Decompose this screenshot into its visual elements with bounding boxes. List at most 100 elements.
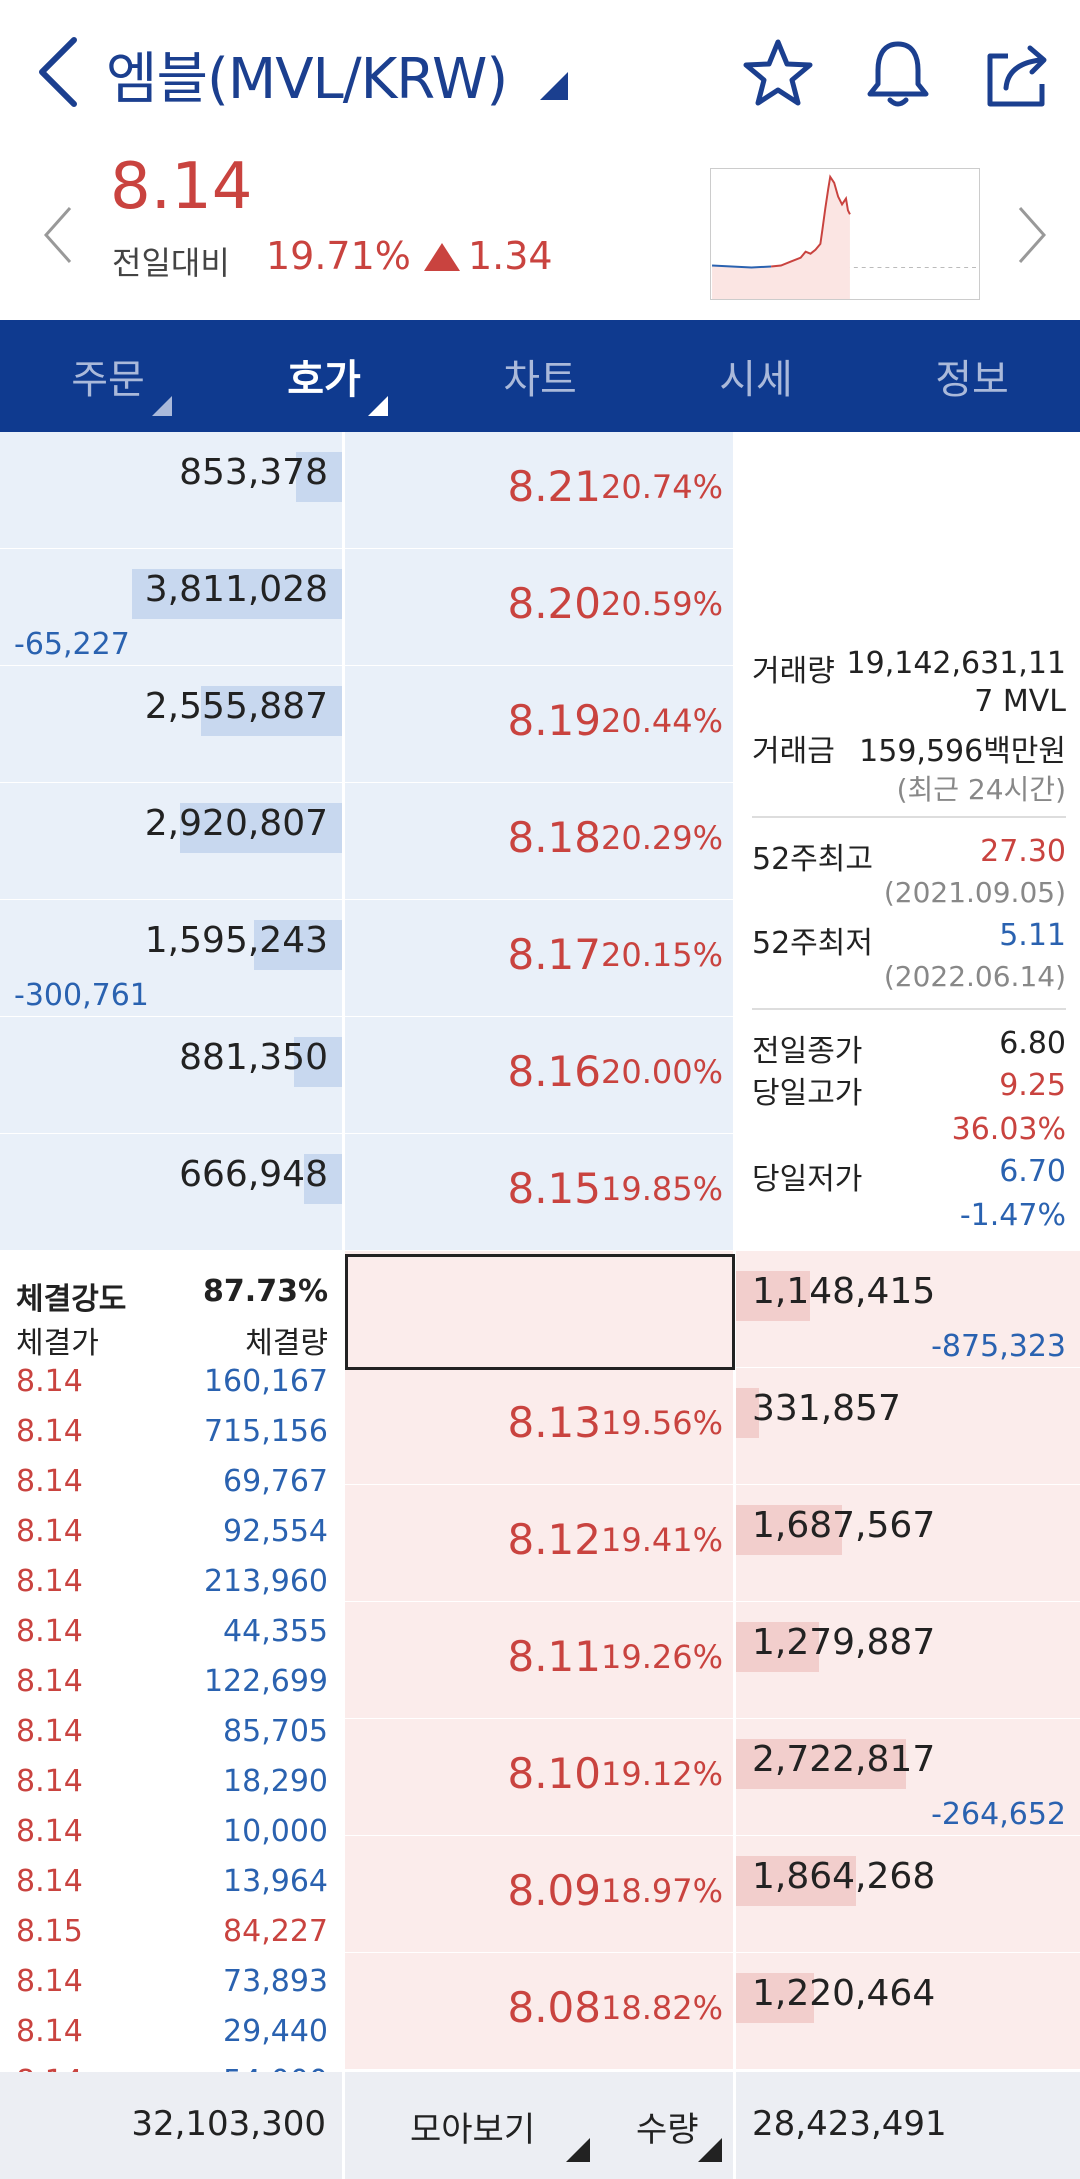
bid-qty-cell[interactable]: 1,220,464 (736, 1953, 1080, 2069)
trade-price: 8.14 (16, 1664, 83, 1699)
next-coin-icon[interactable] (1012, 200, 1052, 270)
bid-row[interactable]: 8.08 18.82% 1,220,464 (0, 1953, 1080, 2070)
change-amount: 1.34 (468, 234, 553, 278)
quantity-dropdown-icon[interactable] (698, 2138, 722, 2162)
ask-row[interactable]: 2,555,887 8.19 20.44% (0, 666, 1080, 783)
ask-row[interactable]: 3,811,028 -65,227 8.20 20.59% (0, 549, 1080, 666)
ask-qty-change: -65,227 (14, 627, 130, 662)
bid-percent: 18.82% (600, 1989, 723, 2027)
bid-price-cell[interactable]: 8.09 18.97% (345, 1836, 733, 1952)
trade-price: 8.14 (16, 1364, 83, 1399)
trade-qty: 10,000 (223, 1814, 328, 1849)
bid-price-cell[interactable]: 8.10 19.12% (345, 1719, 733, 1835)
bid-row[interactable]: 8.10 19.12% 2,722,817 -264,652 (0, 1719, 1080, 1836)
ask-price-cell[interactable]: 8.18 20.29% (345, 783, 733, 899)
bid-qty-cell[interactable]: 2,722,817 -264,652 (736, 1719, 1080, 1835)
bid-price: 8.08 (507, 1983, 601, 2032)
bid-price-cell[interactable]: 8.11 19.26% (345, 1602, 733, 1718)
prev-coin-icon[interactable] (38, 200, 78, 270)
trade-row: 8.14 213,960 (0, 1564, 342, 1614)
trade-qty: 29,440 (223, 2014, 328, 2049)
bid-qty: 1,687,567 (752, 1505, 936, 1546)
back-arrow-icon[interactable] (30, 32, 90, 112)
bid-price: 8.13 (507, 1398, 601, 1447)
star-icon[interactable] (738, 34, 818, 114)
ask-price-cell[interactable]: 8.21 20.74% (345, 432, 733, 548)
ask-qty-cell[interactable]: 2,920,807 (0, 783, 342, 899)
ask-row[interactable]: 1,595,243 -300,761 8.17 20.15% (0, 900, 1080, 1017)
ask-price-cell[interactable]: 8.17 20.15% (345, 900, 733, 1016)
trade-row: 8.14 85,705 (0, 1714, 342, 1764)
trade-price-header: 체결가 (16, 1326, 99, 1361)
low52-date: (2022.06.14) (883, 960, 1066, 993)
ask-row[interactable]: 853,378 8.21 20.74% (0, 432, 1080, 549)
bid-qty: 331,857 (752, 1388, 901, 1429)
tab-market[interactable]: 시세 (719, 357, 793, 403)
day-high-percent: 36.03% (951, 1112, 1066, 1147)
group-view-button[interactable]: 모아보기 (410, 2110, 536, 2150)
strength-value: 87.73% (203, 1274, 328, 1309)
trade-qty: 54,000 (223, 2064, 328, 2072)
bid-price-cell[interactable]: 8.12 19.41% (345, 1485, 733, 1601)
high52-value: 27.30 (980, 834, 1066, 869)
trade-qty: 73,893 (223, 1964, 328, 1999)
bid-qty-cell[interactable]: 1,687,567 (736, 1485, 1080, 1601)
bid-price: 8.12 (507, 1515, 601, 1564)
ask-price: 8.15 (507, 1164, 601, 1213)
trade-row: 8.14 54,000 (0, 2064, 342, 2072)
ask-volume-bar (304, 1154, 342, 1204)
ask-price-cell[interactable]: 8.15 19.85% (345, 1134, 733, 1250)
ask-qty-cell[interactable]: 881,350 (0, 1017, 342, 1133)
bid-qty-cell[interactable]: 1,148,415 -875,323 (736, 1251, 1080, 1367)
bid-qty: 1,220,464 (752, 1973, 936, 2014)
ask-qty: 1,595,243 (144, 920, 328, 961)
tab-orderbook[interactable]: 호가 (216, 320, 432, 432)
ask-price-cell[interactable]: 8.16 20.00% (345, 1017, 733, 1133)
ask-row[interactable]: 881,350 8.16 20.00% (0, 1017, 1080, 1134)
ask-qty-cell[interactable]: 666,948 (0, 1134, 342, 1250)
ask-qty-cell[interactable]: 1,595,243 -300,761 (0, 900, 342, 1016)
ask-qty-cell[interactable]: 3,811,028 -65,227 (0, 549, 342, 665)
ask-volume-bar (254, 920, 342, 970)
ask-price-cell[interactable]: 8.20 20.59% (345, 549, 733, 665)
tab-order[interactable]: 주문 (0, 320, 216, 432)
bid-row[interactable]: 8.09 18.97% 1,864,268 (0, 1836, 1080, 1953)
bid-price-cell[interactable]: 8.08 18.82% (345, 1953, 733, 2069)
bid-row[interactable]: 8.11 19.26% 1,279,887 (0, 1602, 1080, 1719)
bid-row[interactable]: 8.13 19.56% 331,857 (0, 1368, 1080, 1485)
divider (733, 2072, 736, 2179)
quantity-toggle-button[interactable]: 수량 (636, 2110, 699, 2150)
group-view-dropdown-icon[interactable] (566, 2138, 590, 2162)
ask-qty-cell[interactable]: 853,378 (0, 432, 342, 548)
divider (752, 816, 1066, 818)
bell-icon[interactable] (858, 34, 938, 114)
ask-price: 8.19 (507, 696, 601, 745)
ask-price: 8.18 (507, 813, 601, 862)
market-title[interactable]: 엠블(MVL/KRW) (106, 47, 508, 112)
trade-price: 8.14 (16, 1964, 83, 1999)
bid-price-cell[interactable]: 8.13 19.56% (345, 1368, 733, 1484)
bid-row[interactable]: 8.12 19.41% 1,687,567 (0, 1485, 1080, 1602)
bid-qty-cell[interactable]: 1,279,887 (736, 1602, 1080, 1718)
bid-price: 8.10 (507, 1749, 601, 1798)
ask-price: 8.16 (507, 1047, 601, 1096)
share-icon[interactable] (978, 34, 1058, 114)
high52-date: (2021.09.05) (883, 876, 1066, 909)
mini-price-chart[interactable] (710, 168, 980, 300)
tab-chart[interactable]: 차트 (503, 357, 577, 403)
ask-price: 8.20 (507, 579, 601, 628)
ask-qty-cell[interactable]: 2,555,887 (0, 666, 342, 782)
bid-volume-bar (736, 1505, 842, 1555)
day-high-label: 당일고가 (752, 1076, 863, 1111)
bid-volume-bar (736, 1856, 856, 1906)
bid-qty-cell[interactable]: 331,857 (736, 1368, 1080, 1484)
ask-price-cell[interactable]: 8.19 20.44% (345, 666, 733, 782)
market-dropdown-icon[interactable] (540, 72, 568, 100)
trade-qty: 160,167 (203, 1364, 328, 1399)
day-high-value: 9.25 (999, 1068, 1066, 1103)
period-note: (최근 24시간) (896, 773, 1066, 806)
ask-row[interactable]: 2,920,807 8.18 20.29% (0, 783, 1080, 900)
ask-row[interactable]: 666,948 8.15 19.85% (0, 1134, 1080, 1251)
tab-info[interactable]: 정보 (935, 357, 1009, 403)
bid-qty-cell[interactable]: 1,864,268 (736, 1836, 1080, 1952)
